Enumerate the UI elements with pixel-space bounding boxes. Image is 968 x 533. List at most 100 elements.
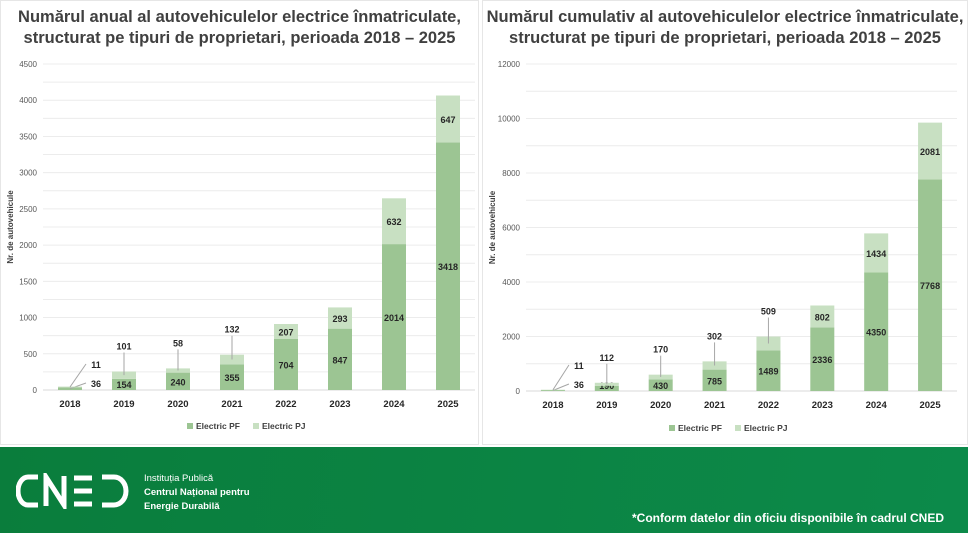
x-tick-label: 2018 xyxy=(59,399,80,410)
x-tick-label: 2024 xyxy=(383,399,405,410)
legend-label: Electric PF xyxy=(678,423,722,433)
data-label: 4350 xyxy=(866,328,886,338)
x-tick-label: 2021 xyxy=(704,400,726,411)
x-tick-label: 2023 xyxy=(812,400,833,411)
bar-electric-pj xyxy=(918,122,943,180)
title-line: Numărul anual al autovehiculelor electri… xyxy=(18,8,461,26)
source-note: *Conform datelor din oficiu disponibile … xyxy=(631,511,944,525)
data-label: 36 xyxy=(574,380,584,390)
data-label: 11 xyxy=(574,361,584,371)
bar-electric-pj xyxy=(328,307,352,329)
data-label: 293 xyxy=(332,314,347,324)
data-label: 101 xyxy=(116,342,131,352)
data-label: 847 xyxy=(332,355,347,365)
x-tick-label: 2025 xyxy=(437,399,459,410)
bar-electric-pj xyxy=(810,305,835,328)
legend-swatch xyxy=(253,423,259,429)
leader-line xyxy=(69,363,87,388)
data-label: 2336 xyxy=(812,355,832,365)
leader-line xyxy=(69,382,87,390)
y-tick-label: 2000 xyxy=(19,241,37,250)
legend-swatch xyxy=(735,425,741,431)
data-label: 7768 xyxy=(920,281,940,291)
bar-electric-pf xyxy=(648,379,673,391)
data-label: 112 xyxy=(600,353,615,363)
bar-electric-pj xyxy=(274,324,298,339)
y-tick-label: 2500 xyxy=(19,205,37,214)
cned-logo xyxy=(16,473,129,509)
legend-swatch xyxy=(187,423,193,429)
y-tick-label: 12000 xyxy=(498,60,521,69)
y-tick-label: 10000 xyxy=(498,115,521,124)
bar-electric-pf xyxy=(594,385,619,391)
institution-line: Centrul Național pentru xyxy=(144,487,250,498)
title-line: structurat pe tipuri de proprietari, per… xyxy=(509,29,941,47)
bar-electric-pj xyxy=(540,389,565,391)
y-axis-title: Nr. de autovehicule xyxy=(488,190,497,264)
annual-chart-panel: Numărul anual al autovehiculelor electri… xyxy=(0,0,479,445)
data-label: 785 xyxy=(707,376,722,386)
x-tick-label: 2023 xyxy=(329,399,350,410)
annual-chart: 0 500 1000 1500 2000 2500 3000 3500 4000 4500 Nr. … xyxy=(6,60,475,431)
cumulative-chart-panel: Numărul cumulativ al autovehiculelor ele… xyxy=(482,0,968,445)
x-tick-label: 2022 xyxy=(758,400,779,411)
bar-electric-pf xyxy=(864,272,889,391)
data-label: 170 xyxy=(653,345,668,355)
bar-electric-pf xyxy=(220,364,244,390)
leader-line xyxy=(552,383,570,391)
data-label: 11 xyxy=(91,360,101,370)
data-label: 1489 xyxy=(758,367,778,377)
x-tick-label: 2018 xyxy=(542,400,563,411)
data-label: 509 xyxy=(761,307,776,317)
bar-electric-pf xyxy=(274,338,298,390)
y-tick-label: 0 xyxy=(516,387,521,396)
y-tick-label: 1500 xyxy=(19,277,37,286)
y-tick-label: 6000 xyxy=(502,224,520,233)
data-label: 2081 xyxy=(920,147,940,157)
cumulative-chart: 0 2000 4000 6000 8000 10000 12000 Nr. de autove… xyxy=(488,60,957,433)
y-tick-label: 3500 xyxy=(19,132,37,141)
data-label: 190 xyxy=(599,381,614,391)
data-label: 802 xyxy=(815,312,830,322)
y-tick-label: 1000 xyxy=(19,314,37,323)
bar-electric-pf xyxy=(112,378,136,390)
cumulative-chart-title: Numărul cumulativ al autovehiculelor ele… xyxy=(483,7,967,49)
data-label: 207 xyxy=(278,328,293,338)
y-tick-label: 8000 xyxy=(502,169,520,178)
legend-label: Electric PJ xyxy=(744,423,788,433)
bar-electric-pf xyxy=(328,328,352,390)
bar-electric-pj xyxy=(864,233,889,273)
x-tick-label: 2019 xyxy=(113,399,134,410)
data-label: 302 xyxy=(707,331,722,341)
leader-line xyxy=(552,364,570,391)
data-label: 430 xyxy=(653,381,668,391)
legend-swatch xyxy=(669,425,675,431)
x-tick-label: 2021 xyxy=(221,399,243,410)
bar-electric-pf xyxy=(436,142,460,390)
y-tick-label: 3000 xyxy=(19,169,37,178)
footer-banner: Instituția Publică Centrul Național pent… xyxy=(0,447,968,533)
x-tick-label: 2019 xyxy=(596,400,617,411)
annual-chart-title: Numărul anual al autovehiculelor electri… xyxy=(1,7,478,49)
data-label: 647 xyxy=(440,115,455,125)
y-tick-label: 500 xyxy=(24,350,38,359)
x-tick-label: 2020 xyxy=(650,400,671,411)
data-label: 1434 xyxy=(866,249,886,259)
legend-label: Electric PF xyxy=(196,421,240,431)
data-label: 704 xyxy=(278,360,293,370)
bar-electric-pf xyxy=(810,327,835,391)
data-label: 355 xyxy=(224,373,239,383)
bar-electric-pj xyxy=(436,95,460,143)
y-tick-label: 0 xyxy=(33,386,38,395)
x-tick-label: 2020 xyxy=(167,399,188,410)
bar-electric-pj xyxy=(382,198,406,245)
bar-electric-pf xyxy=(756,350,781,391)
data-label: 632 xyxy=(386,217,401,227)
x-tick-label: 2024 xyxy=(866,400,888,411)
data-label: 36 xyxy=(91,379,101,389)
y-tick-label: 2000 xyxy=(502,333,520,342)
data-label: 132 xyxy=(224,325,239,335)
data-label: 3418 xyxy=(438,262,458,272)
data-label: 154 xyxy=(116,380,131,390)
bar-electric-pf xyxy=(382,244,406,390)
